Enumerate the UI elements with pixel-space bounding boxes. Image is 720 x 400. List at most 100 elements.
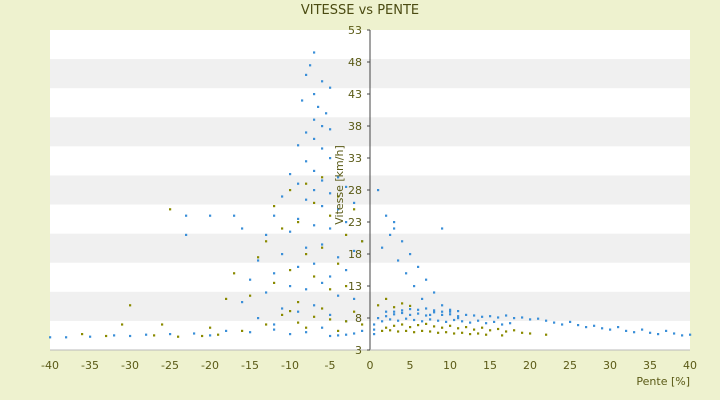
data-point	[409, 304, 412, 307]
data-point	[521, 331, 524, 334]
data-point	[353, 249, 356, 252]
data-point	[457, 327, 460, 330]
data-point	[305, 253, 308, 256]
data-point	[297, 221, 300, 224]
data-point	[377, 304, 380, 307]
data-point	[373, 333, 376, 336]
data-point	[329, 318, 332, 321]
data-point	[321, 176, 324, 179]
data-point	[457, 315, 460, 318]
data-point	[501, 334, 504, 337]
data-point	[485, 333, 488, 336]
x-tick-label: 40	[683, 359, 697, 372]
data-point	[233, 214, 236, 217]
data-point	[301, 99, 304, 102]
x-tick-label: -35	[81, 359, 99, 372]
data-point	[329, 157, 332, 160]
data-point	[289, 285, 292, 288]
data-point	[297, 310, 300, 313]
data-point	[49, 336, 52, 339]
data-point	[361, 240, 364, 243]
y-tick-label: 8	[355, 312, 362, 325]
data-point	[385, 297, 388, 300]
data-point	[337, 262, 340, 265]
y-tick-label: 13	[348, 280, 362, 293]
data-point	[425, 314, 428, 317]
x-tick-label: 20	[523, 359, 537, 372]
data-point	[169, 208, 172, 211]
data-point	[345, 320, 348, 323]
x-axis-label: Pente [%]	[636, 375, 690, 388]
data-point	[429, 330, 432, 333]
data-point	[297, 321, 300, 324]
data-point	[161, 323, 164, 326]
data-point	[345, 285, 348, 288]
data-point	[265, 240, 268, 243]
data-point	[337, 208, 340, 211]
data-point	[209, 326, 212, 329]
data-point	[377, 317, 380, 320]
data-point	[389, 233, 392, 236]
data-point	[289, 310, 292, 313]
data-point	[489, 329, 492, 332]
y-tick-label: 23	[348, 216, 362, 229]
data-point	[437, 331, 440, 334]
data-point	[665, 329, 668, 332]
data-point	[401, 240, 404, 243]
x-tick-label: -40	[41, 359, 59, 372]
data-point	[297, 217, 300, 220]
data-point	[361, 329, 364, 332]
data-point	[193, 332, 196, 335]
x-tick-label: 25	[563, 359, 577, 372]
data-point	[329, 334, 332, 338]
data-point	[569, 320, 572, 323]
data-point	[441, 227, 444, 230]
data-point	[373, 328, 376, 331]
data-point	[417, 324, 420, 327]
data-point	[345, 185, 348, 188]
data-point	[577, 324, 580, 327]
data-point	[241, 227, 244, 230]
data-point	[617, 326, 620, 329]
data-point	[425, 278, 428, 281]
data-point	[233, 272, 236, 275]
data-point	[353, 208, 356, 211]
data-point	[433, 291, 436, 294]
data-point	[297, 265, 300, 268]
y-tick-label: 18	[348, 248, 362, 261]
x-tick-label: -5	[325, 359, 336, 372]
y-tick-label: 48	[348, 56, 362, 69]
data-point	[281, 195, 284, 198]
data-point	[445, 320, 448, 323]
data-point	[405, 317, 408, 320]
data-point	[381, 329, 384, 332]
data-point	[413, 285, 416, 288]
data-point	[273, 205, 276, 208]
data-point	[409, 253, 412, 256]
data-point	[381, 246, 384, 249]
data-point	[529, 318, 532, 321]
data-point	[353, 201, 356, 204]
x-tick-label: 15	[483, 359, 497, 372]
y-axis-label: Vitesse [km/h]	[333, 145, 346, 225]
data-point	[281, 307, 284, 310]
data-point	[389, 318, 392, 321]
data-point	[273, 281, 276, 284]
data-point	[393, 227, 396, 230]
data-point	[89, 335, 92, 338]
data-point	[105, 334, 108, 338]
data-point	[601, 327, 604, 330]
data-point	[433, 311, 436, 314]
data-point	[265, 233, 268, 236]
data-point	[425, 307, 428, 310]
data-point	[497, 327, 500, 331]
y-tick-label: 3	[355, 344, 362, 357]
data-point	[393, 221, 396, 224]
data-point	[521, 316, 524, 319]
data-point	[321, 326, 324, 329]
data-point	[337, 176, 340, 179]
data-point	[545, 319, 548, 322]
data-point	[321, 179, 324, 182]
data-point	[337, 195, 340, 198]
data-point	[409, 313, 412, 316]
